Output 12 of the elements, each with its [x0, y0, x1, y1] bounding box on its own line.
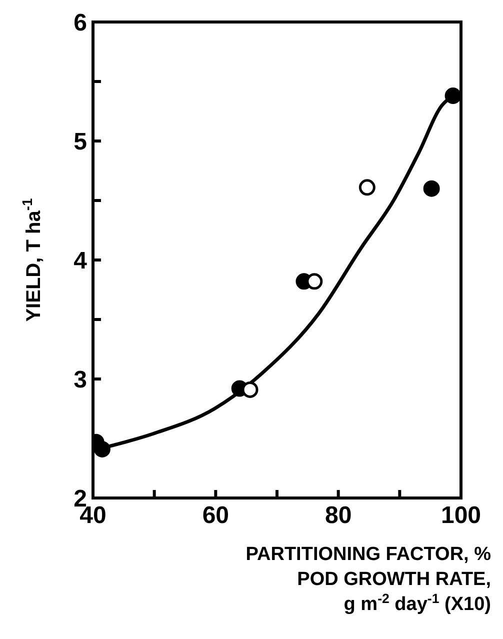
y-tick-label: 5 — [74, 128, 87, 156]
x-tick-label: 60 — [202, 502, 230, 530]
y-tick-label: 6 — [74, 10, 87, 37]
x-tick-label: 100 — [440, 502, 482, 530]
x-tick-label: 80 — [324, 502, 352, 530]
point — [94, 440, 110, 458]
point — [423, 180, 440, 197]
point — [444, 88, 461, 104]
point — [358, 179, 376, 196]
x-axis-title: PARTITIONING FACTOR, % POD GROWTH RATE, g m$^{-2}$ day$^{-1}$ (X10) — [246, 544, 492, 615]
y-tick-label: 4 — [74, 248, 88, 275]
y-tick-label: 3 — [74, 366, 87, 394]
